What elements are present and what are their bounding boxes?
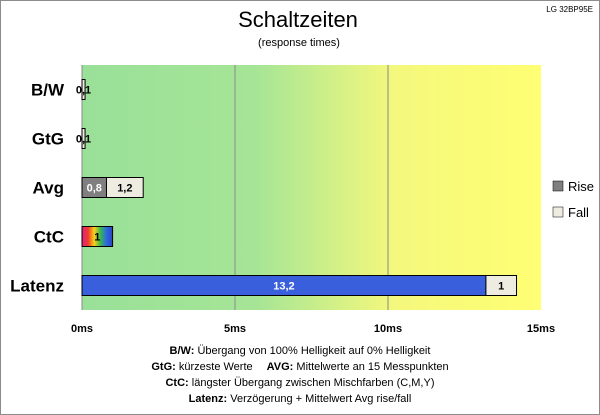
footnote-text: kürzeste Werte	[178, 361, 253, 373]
bar-rise	[81, 226, 114, 247]
plot-area	[82, 65, 541, 310]
bar-fall-label: 1,2	[117, 183, 132, 195]
chart-title: Schaltzeiten	[238, 7, 358, 32]
footnote-bw: B/W: Übergang von 100% Helligkeit auf 0%…	[169, 345, 431, 357]
footnote-latenz: Latenz: Verzögerung + Mittelwert Avg ris…	[188, 393, 412, 405]
legend-swatch-fall	[552, 206, 564, 218]
x-tick-label: 0ms	[71, 323, 93, 335]
footnote-text: Übergang von 100% Helligkeit auf 0% Hell…	[197, 345, 431, 357]
bar-fall-label: 0,1	[76, 134, 91, 146]
footnote-text: Verzögerung + Mittelwert Avg rise/fall	[230, 393, 412, 405]
legend: Rise Fall	[552, 179, 594, 220]
bar-fall-label: 0,1	[76, 85, 91, 97]
x-tick-label: 10ms	[374, 323, 402, 335]
category-label: B/W	[31, 81, 65, 100]
bar-fall	[81, 79, 86, 100]
footnote-gtg-avg: GtG: kürzeste Werte AVG: Mittelwerte an 1…	[151, 361, 449, 373]
footnote-key: Latenz	[188, 393, 224, 405]
footnotes: B/W: Übergang von 100% Helligkeit auf 0%…	[0, 343, 600, 407]
legend-label-rise: Rise	[568, 179, 594, 194]
footnote-key: B/W	[169, 345, 191, 357]
footnote-text: Mittelwerte an 15 Messpunkten	[296, 361, 449, 373]
category-labels: B/W GtG Avg CtC Latenz	[10, 81, 65, 296]
bars: 0,1 0,1 0,8 1,2 1 13,2 1	[76, 79, 518, 296]
x-tick-label: 15ms	[527, 323, 555, 335]
footnote-key: AVG	[266, 361, 290, 373]
legend-label-fall: Fall	[568, 205, 589, 220]
footnote-text: längster Übergang zwischen Mischfarben (…	[191, 377, 435, 389]
category-label: Avg	[33, 179, 65, 198]
bar-fall-label: 1	[498, 281, 504, 293]
bar-rise-label: 0,8	[87, 183, 102, 195]
legend-swatch-rise	[552, 180, 564, 192]
bar-rise-label: 13,2	[273, 281, 294, 293]
chart-subtitle: (response times)	[258, 37, 340, 49]
bar-fall	[105, 177, 144, 198]
category-label: CtC	[34, 228, 64, 247]
bar-fall	[81, 128, 86, 149]
footnote-ctc: CtC: längster Übergang zwischen Mischfar…	[165, 377, 435, 389]
x-axis-ticks: 0ms 5ms 10ms 15ms	[71, 323, 555, 335]
bar-fall	[485, 275, 518, 296]
footnote-key: GtG	[151, 361, 173, 373]
category-label: Latenz	[10, 277, 64, 296]
bar-rise-label: 1	[94, 232, 100, 244]
monitor-model: LG 32BP95E	[546, 5, 593, 14]
x-tick-label: 5ms	[224, 323, 246, 335]
footnote-key: CtC	[165, 377, 186, 389]
category-label: GtG	[32, 130, 64, 149]
